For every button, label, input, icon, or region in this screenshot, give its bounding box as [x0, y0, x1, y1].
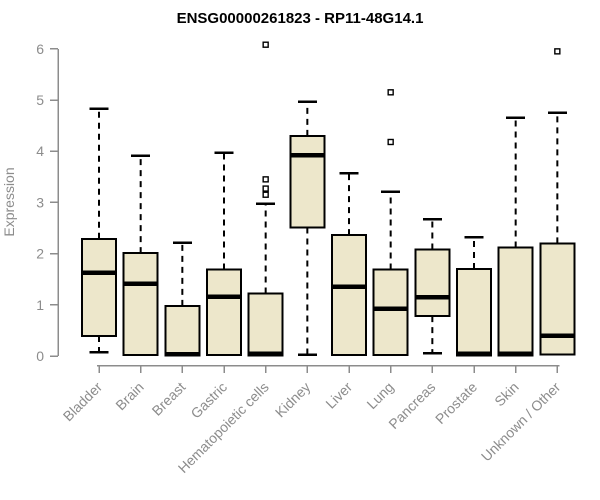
box-prostate [456, 235, 493, 357]
x-axis-label-liver: Liver [322, 379, 355, 412]
iqr-box [81, 237, 117, 338]
box-gastric [206, 151, 243, 356]
iqr-box [331, 234, 368, 356]
x-axis-label-prostate: Prostate [432, 379, 480, 427]
y-axis-title: Expression [1, 167, 17, 236]
iqr-box [289, 134, 326, 229]
box-liver [331, 171, 368, 356]
iqr-box [164, 304, 201, 357]
x-axis-label-bladder: Bladder [60, 379, 106, 425]
y-axis-tick-label: 5 [36, 92, 44, 108]
y-axis-tick-label: 3 [36, 194, 44, 210]
outlier-point [387, 138, 394, 146]
y-axis-tick-label: 4 [36, 143, 44, 159]
iqr-box [122, 252, 159, 356]
outlier-point [554, 48, 561, 55]
y-axis-tick-label: 1 [36, 297, 44, 313]
iqr-box [206, 268, 243, 356]
box-skin [497, 116, 534, 357]
iqr-box [497, 246, 534, 357]
box-unknown-other [539, 48, 576, 356]
x-axis-label-lung: Lung [363, 379, 396, 412]
outlier-point [262, 176, 269, 183]
box-brain [122, 154, 159, 356]
iqr-box [456, 267, 493, 357]
box-kidney [289, 100, 326, 357]
iqr-box [539, 242, 576, 356]
x-axis-label-brain: Brain [112, 379, 146, 413]
outlier-point [262, 41, 269, 48]
x-axis-label-skin: Skin [491, 379, 522, 410]
iqr-box [414, 248, 451, 318]
outlier-point [262, 185, 269, 192]
box-lung [372, 89, 409, 356]
outlier-point [387, 89, 394, 96]
y-axis-tick-label: 2 [36, 246, 44, 262]
iqr-box [372, 268, 409, 356]
y-axis-tick-label: 6 [36, 41, 44, 57]
outlier-point [262, 191, 269, 198]
chart-title: ENSG00000261823 - RP11-48G14.1 [177, 10, 424, 27]
iqr-box [247, 292, 284, 357]
box-hematopoietic-cells [247, 41, 284, 357]
y-axis-tick-label: 0 [36, 348, 44, 364]
box-bladder [81, 107, 117, 354]
x-axis-label-breast: Breast [149, 379, 189, 419]
box-pancreas [414, 218, 451, 355]
x-axis-label-unknown-other: Unknown / Other [478, 379, 564, 465]
x-axis-label-kidney: Kidney [272, 379, 314, 421]
box-breast [164, 241, 201, 357]
